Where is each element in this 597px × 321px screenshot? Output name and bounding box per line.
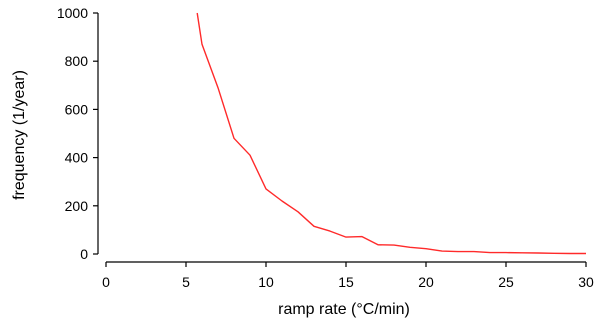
y-tick-label: 800 — [65, 53, 89, 69]
x-tick-label: 15 — [338, 274, 354, 290]
x-tick-label: 20 — [418, 274, 434, 290]
x-axis-title: ramp rate (°C/min) — [278, 301, 410, 318]
x-tick-label: 5 — [182, 274, 190, 290]
x-tick-label: 0 — [102, 274, 110, 290]
y-tick-label: 0 — [80, 246, 88, 262]
axes: 0 200 400 600 800 1000 0 5 10 15 20 25 30 — [57, 5, 594, 290]
x-tick-label: 10 — [258, 274, 274, 290]
y-tick-label: 400 — [65, 150, 89, 166]
series-line-0 — [196, 12, 586, 255]
y-tick-label: 1000 — [57, 5, 88, 21]
x-tick-label: 30 — [578, 274, 594, 290]
y-axis-title: frequency (1/year) — [11, 70, 28, 200]
y-tick-label: 200 — [65, 198, 89, 214]
x-tick-label: 25 — [498, 274, 514, 290]
series-layer — [196, 12, 586, 255]
y-tick-label: 600 — [65, 101, 89, 117]
